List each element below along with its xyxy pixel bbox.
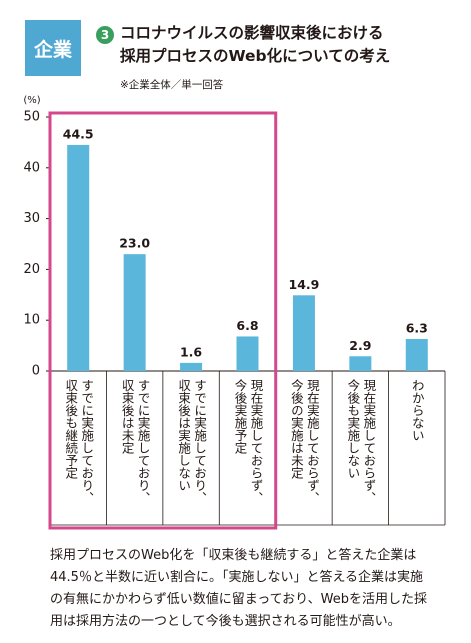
y-tick-label: 40: [23, 160, 40, 175]
bar: [67, 144, 90, 371]
chart-title: コロナウイルスの影響収束後における 採用プロセスのWeb化についての考え: [120, 24, 391, 65]
value-label: 6.3: [406, 320, 428, 335]
x-tick-label: すでに実施しており、 収束後は未定: [119, 379, 151, 504]
y-axis-label: (%): [23, 95, 40, 106]
x-tick-label: すでに実施しており、 収束後も継続予定: [63, 379, 95, 504]
value-label: 14.9: [289, 277, 320, 292]
badge: 企業: [25, 20, 81, 76]
y-tick-label: 0: [32, 364, 40, 379]
x-tick-label: 現在実施しておらず、 今後の実施は未定: [288, 379, 320, 504]
caption: 採用プロセスのWeb化を「収束後も継続する」と答えた企業は 44.5％と半数に近…: [50, 548, 428, 629]
y-tick-label: 20: [23, 262, 40, 277]
value-label: 2.9: [349, 338, 371, 353]
x-tick-label: すでに実施しており、 収束後は実施しない: [176, 379, 208, 504]
bar: [236, 336, 259, 371]
bar: [405, 338, 428, 371]
value-label: 6.8: [236, 318, 258, 333]
bar: [292, 295, 315, 371]
value-label: 1.6: [180, 344, 202, 359]
highlight-box: [48, 111, 278, 530]
bar: [123, 254, 146, 371]
bar: [349, 356, 372, 371]
title-number: 3: [96, 26, 114, 44]
x-tick-label: 現在実施しておらず、 今後実施予定: [232, 379, 264, 504]
value-label: 44.5: [63, 126, 94, 141]
value-label: 23.0: [119, 236, 150, 251]
y-tick-label: 30: [23, 211, 40, 226]
y-tick-label: 50: [23, 110, 40, 125]
subtitle: ※企業全体／単一回答: [120, 79, 224, 91]
x-tick-label: 現在実施しておらず、 今後も実施しない: [345, 379, 377, 504]
y-tick-label: 10: [23, 313, 40, 328]
bar: [180, 362, 203, 371]
x-tick-label: わからない: [409, 379, 425, 442]
